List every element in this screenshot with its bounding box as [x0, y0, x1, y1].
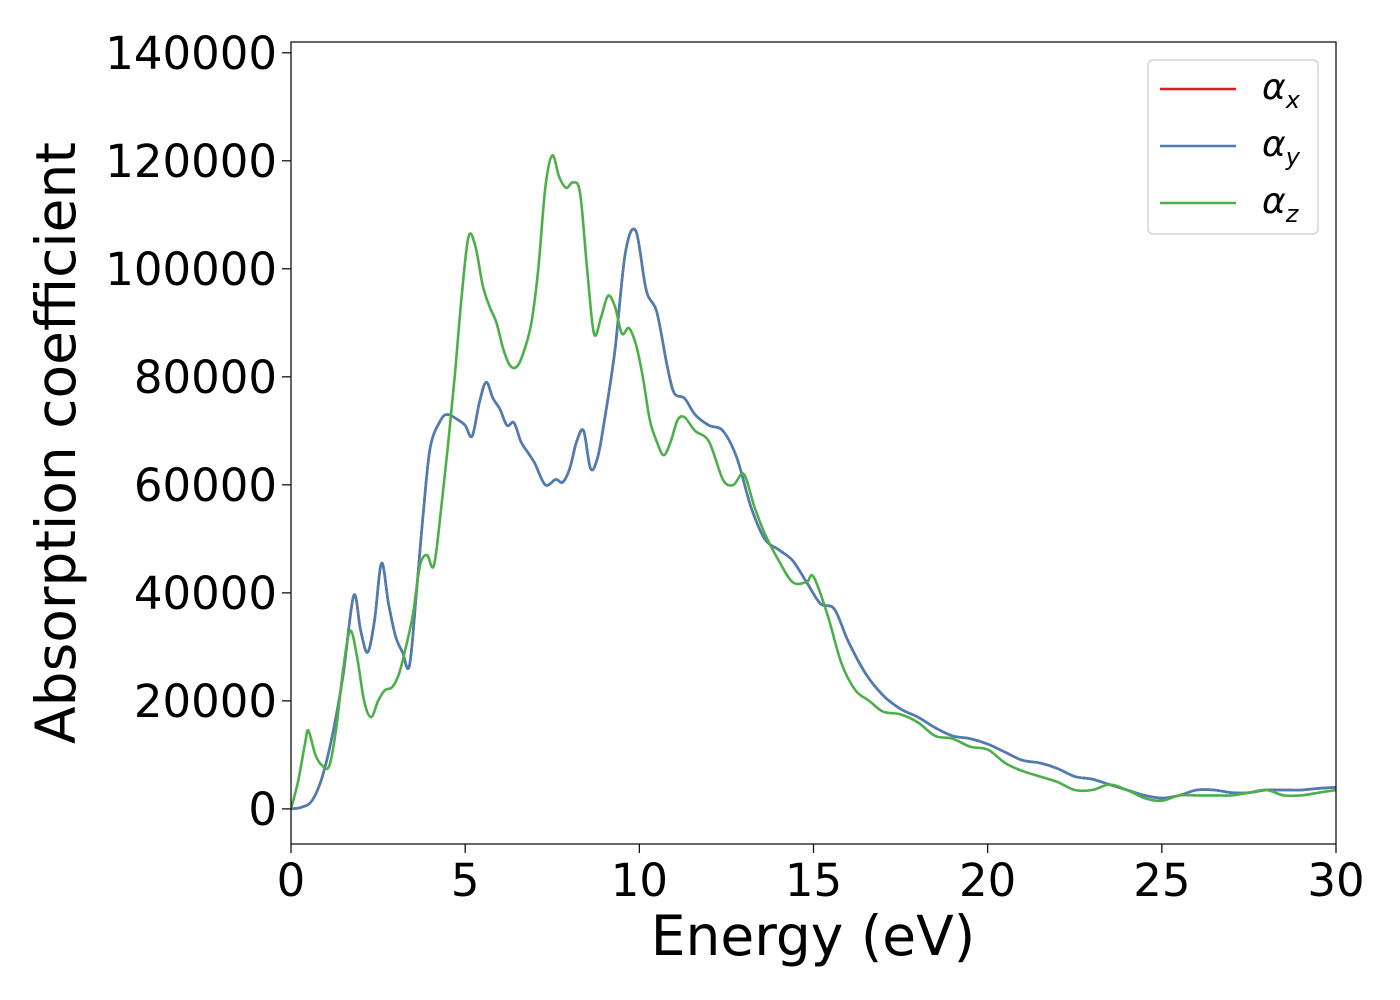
x-tick-label: 15 — [785, 854, 842, 907]
legend-subscript: x — [1285, 86, 1301, 114]
y-tick-label: 20000 — [134, 675, 277, 728]
legend-label-x: αx — [1262, 67, 1301, 114]
series-line-y — [291, 227, 1336, 811]
legend-label-z: αz — [1262, 181, 1300, 228]
x-axis-label: Energy (eV) — [651, 904, 975, 968]
series-line-z — [291, 154, 1336, 811]
y-tick-label: 0 — [248, 783, 277, 836]
series-layer — [291, 154, 1336, 811]
legend-symbol: α — [1262, 181, 1286, 222]
y-tick-label: 120000 — [105, 135, 277, 188]
y-axis-label: Absorption coefficient — [24, 142, 88, 744]
legend-label-y: αy — [1262, 124, 1301, 171]
x-tick-label: 5 — [451, 854, 480, 907]
legend-subscript: z — [1285, 200, 1300, 228]
y-tick-label: 100000 — [105, 243, 277, 296]
y-tick-label: 60000 — [134, 459, 277, 512]
x-axis: 0 5 10 15 20 25 30 — [277, 844, 1365, 907]
legend-symbol: α — [1262, 124, 1286, 165]
legend-subscript: y — [1285, 143, 1301, 171]
y-tick-label: 140000 — [105, 27, 277, 80]
x-tick-label: 30 — [1307, 854, 1364, 907]
x-tick-label: 10 — [611, 854, 668, 907]
y-axis: 0 20000 40000 60000 80000 100000 120000 140000 — [105, 27, 291, 836]
x-tick-label: 25 — [1133, 854, 1190, 907]
x-tick-label: 0 — [277, 854, 306, 907]
x-tick-label: 20 — [959, 854, 1016, 907]
legend-symbol: α — [1262, 67, 1286, 108]
y-tick-label: 40000 — [134, 567, 277, 620]
y-tick-label: 80000 — [134, 351, 277, 404]
